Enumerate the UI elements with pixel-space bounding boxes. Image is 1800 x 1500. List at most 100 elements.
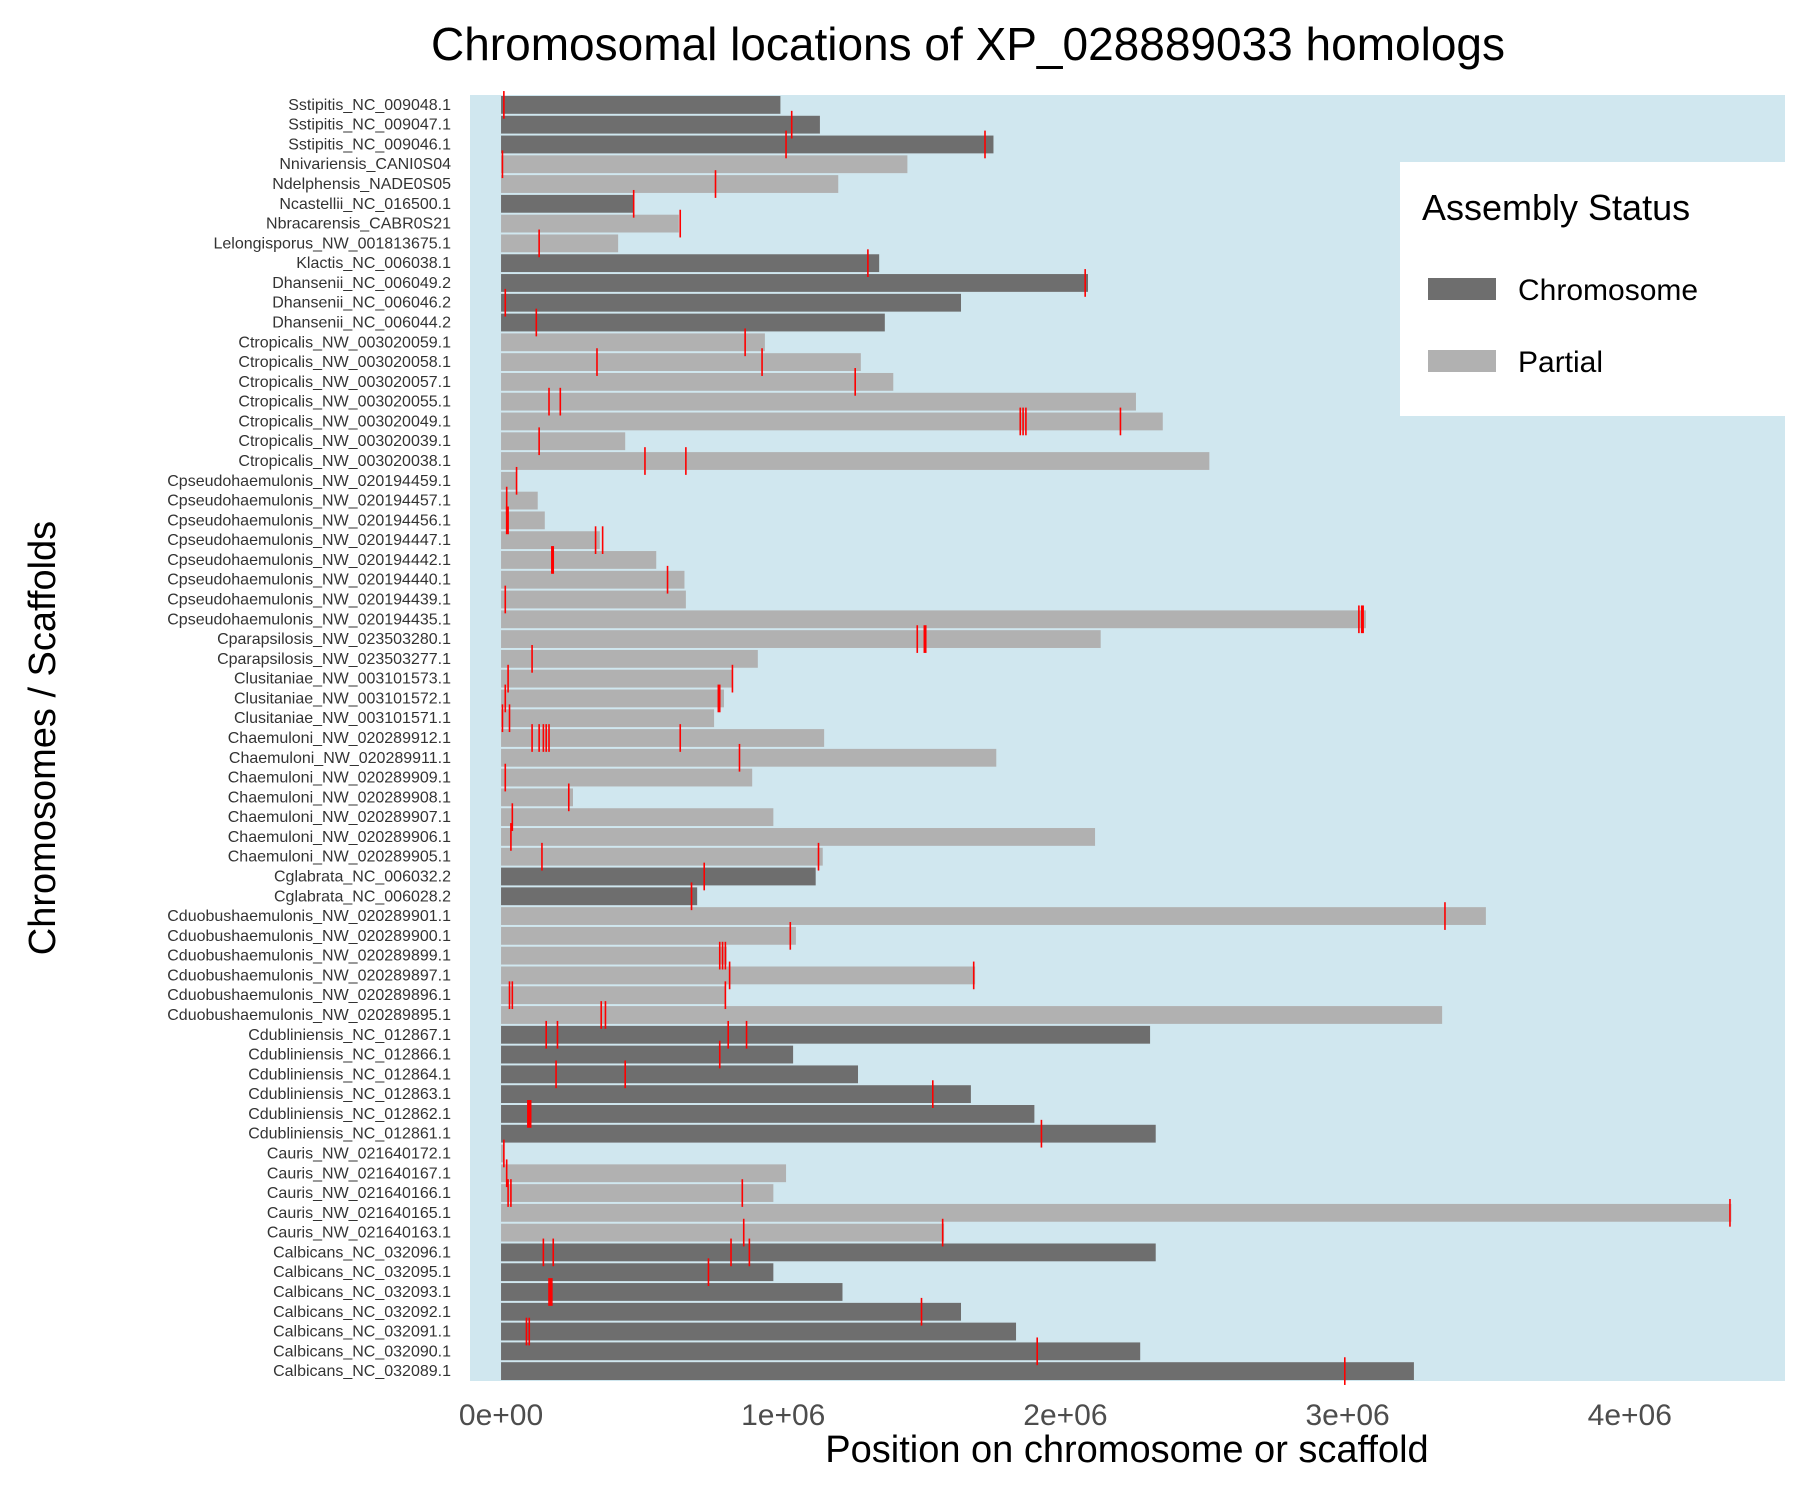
y-tick-label: Ctropicalis_NW_003020058.1	[238, 354, 451, 371]
bar	[501, 1105, 1035, 1123]
y-tick-label: Dhansenii_NC_006046.2	[272, 295, 451, 312]
y-tick-label: Calbicans_NC_032095.1	[273, 1264, 451, 1281]
y-tick-label: Calbicans_NC_032091.1	[273, 1324, 451, 1341]
bar	[501, 649, 758, 668]
bar	[501, 986, 726, 1005]
y-tick-label: Chaemuloni_NW_020289907.1	[228, 809, 451, 826]
bar	[501, 372, 894, 391]
bar	[501, 1085, 971, 1104]
markers-layer	[501, 91, 1731, 1385]
bar	[501, 491, 538, 510]
y-tick-label: Chaemuloni_NW_020289909.1	[228, 770, 451, 787]
y-tick-label: Cduobushaemulonis_NW_020289897.1	[167, 967, 451, 984]
x-tick-label: 1e+06	[741, 1399, 825, 1432]
bar	[501, 115, 820, 134]
y-tick-label: Cduobushaemulonis_NW_020289899.1	[167, 948, 451, 965]
legend-title: Assembly Status	[1422, 187, 1690, 228]
y-tick-label: Cduobushaemulonis_NW_020289900.1	[167, 928, 451, 945]
bar	[501, 946, 727, 965]
bar	[501, 274, 1088, 292]
y-tick-label: Chaemuloni_NW_020289912.1	[228, 730, 451, 747]
y-tick-label: Cparapsilosis_NW_023503280.1	[217, 631, 451, 648]
bar	[501, 689, 724, 708]
y-tick-label: Chaemuloni_NW_020289911.1	[229, 750, 451, 767]
y-tick-label: Cauris_NW_021640165.1	[267, 1205, 451, 1222]
y-tick-label: Cpseudohaemulonis_NW_020194447.1	[167, 532, 451, 549]
y-tick-label: Clusitaniae_NW_003101571.1	[234, 710, 451, 727]
y-tick-label: Cpseudohaemulonis_NW_020194440.1	[167, 572, 451, 589]
bar	[501, 590, 686, 609]
bar	[501, 1144, 504, 1163]
y-tick-label: Cpseudohaemulonis_NW_020194439.1	[167, 592, 451, 609]
y-tick-label: Cauris_NW_021640167.1	[267, 1165, 451, 1182]
bar	[501, 1263, 774, 1282]
y-tick-label: Calbicans_NC_032096.1	[273, 1244, 451, 1261]
bar	[501, 808, 774, 827]
y-tick-label: Cpseudohaemulonis_NW_020194435.1	[167, 611, 451, 628]
bar	[501, 1283, 843, 1301]
y-tick-label: Cpseudohaemulonis_NW_020194456.1	[167, 512, 451, 529]
y-tick-label: Nnivariensis_CANI0S04	[279, 156, 451, 173]
y-tick-label: Cauris_NW_021640166.1	[267, 1185, 451, 1202]
bars-layer	[501, 95, 1732, 1381]
bar	[501, 1203, 1732, 1222]
y-tick-label: Sstipitis_NC_009047.1	[288, 117, 451, 134]
y-tick-label: Calbicans_NC_032093.1	[273, 1284, 451, 1301]
bar	[501, 392, 1136, 411]
bar	[501, 926, 796, 945]
bar	[501, 1065, 859, 1084]
y-tick-label: Cdubliniensis_NC_012866.1	[248, 1047, 451, 1064]
y-tick-label: Ctropicalis_NW_003020059.1	[238, 334, 451, 351]
y-tick-label: Cdubliniensis_NC_012863.1	[248, 1086, 451, 1103]
bar	[501, 1322, 1017, 1341]
bar	[501, 293, 962, 312]
y-tick-label: Sstipitis_NC_009048.1	[288, 97, 451, 114]
bar	[501, 452, 1210, 470]
bar	[501, 1223, 945, 1242]
bar	[501, 1045, 794, 1064]
bar	[501, 907, 1486, 925]
y-tick-label: Ndelphensis_NADE0S05	[272, 176, 451, 193]
y-axis-title: Chromosomes / Scaffolds	[22, 521, 64, 955]
bar	[501, 1164, 787, 1183]
y-tick-label: Cauris_NW_021640172.1	[267, 1145, 451, 1162]
legend-swatch-chromosome	[1428, 278, 1496, 300]
bar	[501, 551, 657, 569]
y-tick-label: Sstipitis_NC_009046.1	[288, 136, 451, 153]
bar	[501, 175, 839, 193]
y-tick-label: Calbicans_NC_032089.1	[273, 1363, 451, 1380]
y-tick-label: Cdubliniensis_NC_012864.1	[248, 1066, 451, 1083]
x-tick-label: 2e+06	[1023, 1399, 1107, 1432]
bar	[501, 729, 825, 747]
y-tick-label: Ctropicalis_NW_003020039.1	[238, 433, 451, 450]
y-tick-label: Clusitaniae_NW_003101572.1	[234, 690, 451, 707]
y-tick-label: Chaemuloni_NW_020289906.1	[228, 829, 451, 846]
y-tick-label: Dhansenii_NC_006049.2	[272, 275, 451, 292]
bar	[501, 432, 626, 451]
bar	[501, 313, 885, 332]
y-tick-label: Nbracarensis_CABR0S21	[266, 216, 451, 233]
y-tick-label: Cpseudohaemulonis_NW_020194459.1	[167, 473, 451, 490]
bar	[501, 1362, 1414, 1381]
x-tick-label: 3e+06	[1305, 1399, 1389, 1432]
y-tick-label: Cpseudohaemulonis_NW_020194457.1	[167, 493, 451, 510]
bar	[501, 511, 545, 530]
bar	[501, 768, 753, 787]
y-tick-label: Calbicans_NC_032092.1	[273, 1304, 451, 1321]
bar	[501, 254, 880, 273]
bar	[501, 709, 715, 728]
y-tick-label: Cauris_NW_021640163.1	[267, 1225, 451, 1242]
y-tick-label: Cdubliniensis_NC_012862.1	[248, 1106, 451, 1123]
y-tick-label: Dhansenii_NC_006044.2	[272, 315, 451, 332]
y-tick-label: Klactis_NC_006038.1	[296, 255, 451, 272]
bar	[501, 1025, 1151, 1044]
y-tick-label: Chaemuloni_NW_020289905.1	[228, 849, 451, 866]
bar	[501, 1342, 1141, 1361]
y-tick-label: Chaemuloni_NW_020289908.1	[228, 789, 451, 806]
y-tick-label: Cdubliniensis_NC_012867.1	[248, 1027, 451, 1044]
bar	[501, 471, 517, 490]
x-axis-title: Position on chromosome or scaffold	[825, 1429, 1428, 1471]
x-tick-label: 0e+00	[459, 1399, 543, 1432]
bar	[501, 531, 600, 550]
